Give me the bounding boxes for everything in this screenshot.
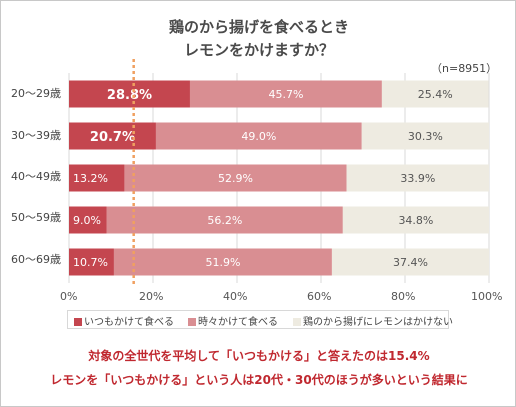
data-label-sometimes-3: 56.2% <box>207 214 242 227</box>
bar-never-0 <box>381 80 489 108</box>
data-label-never-4: 37.4% <box>393 256 428 269</box>
category-label-60s: 60～69歳 <box>11 253 61 266</box>
category-label-20s: 20～29歳 <box>11 87 61 100</box>
legend-item-sometimes: 時々かけて食べる <box>188 313 278 328</box>
data-label-sometimes-0: 45.7% <box>268 88 303 101</box>
legend-swatch-never <box>293 318 301 326</box>
legend-item-always: いつもかけて食べる <box>74 313 174 328</box>
bar-always-4 <box>69 248 114 276</box>
x-tick-60: 60% <box>307 290 332 303</box>
category-label-50s: 50～59歳 <box>11 211 61 224</box>
data-label-always-0: 28.8% <box>107 88 152 103</box>
category-label-30s: 30～39歳 <box>11 129 61 142</box>
bar-always-0 <box>69 80 190 108</box>
chart-title-line1: 鶏のから揚げを食べるとき <box>168 18 349 36</box>
legend-label-sometimes: 時々かけて食べる <box>198 317 278 328</box>
data-label-always-3: 9.0% <box>73 214 101 227</box>
bar-sometimes-4 <box>113 248 332 276</box>
footnote-line1: 対象の全世代を平均して「いつもかける」と答えたのは15.4% <box>88 349 430 363</box>
legend-swatch-always <box>74 318 82 326</box>
data-label-never-0: 25.4% <box>418 88 453 101</box>
data-label-never-3: 34.8% <box>398 214 433 227</box>
data-label-always-2: 13.2% <box>73 172 108 185</box>
data-label-always-4: 10.7% <box>73 256 108 269</box>
bar-never-2 <box>346 164 489 192</box>
bar-sometimes-1 <box>155 122 362 150</box>
legend-label-always: いつもかけて食べる <box>84 317 174 328</box>
legend-item-never: 鶏のから揚げにレモンはかけない <box>293 313 453 328</box>
stacked-bar-chart: 28.8% 45.7% 25.4% 20.7% 49.0% 30.3% 13.2% 52.9%… <box>68 59 490 285</box>
footnote-line2: レモンを「いつもかける」という人は20代・30代のほうが多いという結果に <box>50 373 468 387</box>
sample-size-note: （n=8951） <box>431 62 498 75</box>
bar-sometimes-0 <box>189 80 382 108</box>
bar-never-1 <box>361 122 489 150</box>
bar-sometimes-3 <box>106 206 343 234</box>
x-tick-0: 0% <box>60 290 78 303</box>
legend-label-never: 鶏のから揚げにレモンはかけない <box>303 317 453 328</box>
legend-swatch-sometimes <box>188 318 196 326</box>
chart-legend: いつもかけて食べる 時々かけて食べる 鶏のから揚げにレモンはかけない <box>67 310 453 329</box>
data-label-sometimes-4: 51.9% <box>205 256 240 269</box>
bar-always-1 <box>69 122 156 150</box>
category-label-40s: 40～49歳 <box>11 170 61 183</box>
data-label-sometimes-2: 52.9% <box>218 172 253 185</box>
bar-always-2 <box>69 164 125 192</box>
data-label-always-1: 20.7% <box>90 130 135 145</box>
x-tick-20: 20% <box>139 290 164 303</box>
data-label-never-2: 33.9% <box>400 172 435 185</box>
x-tick-40: 40% <box>223 290 248 303</box>
x-tick-100: 100% <box>471 290 503 303</box>
bar-always-3 <box>69 206 107 234</box>
bar-never-4 <box>331 248 489 276</box>
data-label-sometimes-1: 49.0% <box>241 130 276 143</box>
bar-sometimes-2 <box>124 164 347 192</box>
x-tick-80: 80% <box>391 290 416 303</box>
data-label-never-1: 30.3% <box>408 130 443 143</box>
chart-title-line2: レモンをかけますか？ <box>183 41 334 59</box>
bar-never-3 <box>342 206 489 234</box>
